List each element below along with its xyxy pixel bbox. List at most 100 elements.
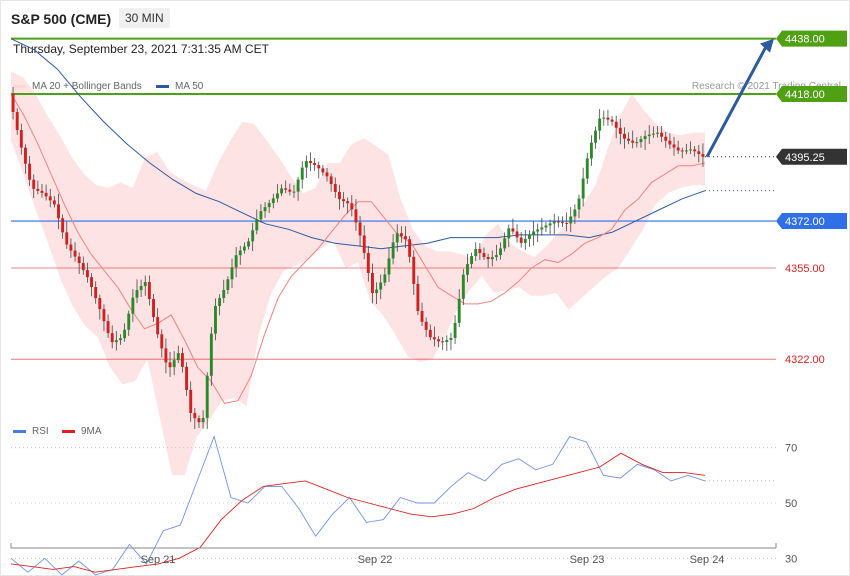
candle-body [242, 246, 246, 251]
candle-body [276, 193, 279, 199]
candle-body [395, 233, 399, 243]
candle-body [391, 242, 395, 259]
candle-body [201, 417, 205, 423]
candle-body [490, 257, 494, 260]
candle-body [193, 412, 197, 419]
candle-body [684, 150, 688, 152]
level-label-4: 4355.00 [785, 263, 825, 275]
candle-body [36, 188, 40, 191]
candle-body [532, 231, 536, 235]
candle-body [164, 348, 168, 363]
level-label-2: 4395.25 [785, 152, 825, 164]
candle-body [131, 297, 135, 314]
candle-body [73, 250, 77, 257]
candle-body [668, 140, 672, 145]
candle-body [519, 237, 523, 243]
candle-body [466, 264, 469, 275]
candle-body [57, 204, 60, 219]
level-tag-0: 4438.00 [776, 30, 847, 47]
candle-body [486, 257, 490, 260]
candle-body [565, 222, 569, 224]
candle-body [499, 248, 502, 256]
candle-body [304, 161, 308, 168]
candle-body [507, 228, 511, 239]
candle-body [511, 228, 515, 232]
candle-body [94, 287, 98, 299]
candle-body [90, 277, 93, 288]
candle-body [218, 298, 222, 307]
candle-body [284, 188, 288, 190]
legend-9ma: 9MA [62, 426, 102, 437]
candle-body [172, 360, 176, 368]
candle-body [255, 219, 259, 231]
candle-body [214, 306, 217, 334]
rsi-9ma-line [10, 452, 706, 573]
level-label-1: 4418.00 [785, 89, 825, 101]
level-label-3: 4372.00 [785, 216, 825, 228]
x-tick-label-2: Sep 23 [570, 554, 605, 566]
candle-body [102, 309, 106, 322]
candle-body [69, 244, 73, 251]
candle-body [52, 200, 56, 205]
legend-9ma-label: 9MA [81, 426, 102, 437]
candle-body [494, 255, 498, 258]
rsi-swatch [13, 430, 26, 433]
forecast-arrow-head [760, 38, 774, 53]
candle-body [457, 298, 461, 323]
candle-body [594, 130, 597, 143]
candle-body [44, 192, 48, 197]
candle-body [689, 149, 692, 151]
candle-body [106, 321, 110, 334]
candle-body [515, 231, 519, 238]
candle-body [618, 127, 622, 134]
level-label-0: 4438.00 [785, 34, 825, 46]
level-tag-bg-2 [776, 148, 847, 165]
candle-body [676, 147, 680, 151]
legend-ma50: MA 50 [156, 81, 203, 92]
candle-body [523, 238, 527, 243]
candle-body [280, 188, 284, 194]
candle-body [672, 144, 676, 148]
candle-body [366, 252, 370, 273]
legend-rsi: RSI [13, 426, 49, 437]
candle-body [399, 233, 403, 237]
candle-body [296, 179, 300, 192]
timeframe-button[interactable]: 30 MIN [119, 8, 170, 28]
x-tick-label-1: Sep 22 [358, 554, 393, 566]
candle-body [375, 289, 379, 294]
candle-body [482, 253, 486, 258]
candle-body [292, 191, 296, 193]
candle-body [259, 211, 263, 220]
legend-ma20-label: MA 20 + Bollinger Bands [32, 81, 142, 92]
candle-body [631, 140, 635, 143]
candle-body [656, 132, 659, 134]
candle-body [61, 218, 65, 233]
candle-body [664, 136, 668, 141]
candle-body [156, 317, 160, 335]
chart-datetime: Thursday, September 23, 2021 7:31:35 AM … [13, 42, 269, 56]
candle-body [602, 117, 606, 119]
candle-body [424, 321, 428, 330]
candle-body [420, 311, 424, 322]
candle-body [635, 142, 639, 144]
candle-body [300, 167, 304, 180]
candle-body [503, 238, 507, 249]
candle-body [81, 263, 85, 271]
candle-body [610, 119, 614, 122]
candle-body [379, 282, 383, 290]
candle-body [693, 149, 697, 152]
candle-body [445, 339, 449, 342]
candle-body [569, 216, 573, 224]
level-tag-bg-0 [776, 30, 847, 47]
candle-body [176, 353, 180, 361]
candle-body [28, 163, 32, 180]
bollinger-band [11, 71, 705, 476]
candle-body [627, 138, 631, 141]
candle-body [346, 201, 350, 204]
candle-body [271, 198, 275, 204]
candle-body [11, 93, 15, 113]
candle-body [437, 339, 440, 342]
candle-body [65, 232, 69, 245]
candle-body [160, 334, 164, 349]
candle-body [552, 221, 556, 224]
